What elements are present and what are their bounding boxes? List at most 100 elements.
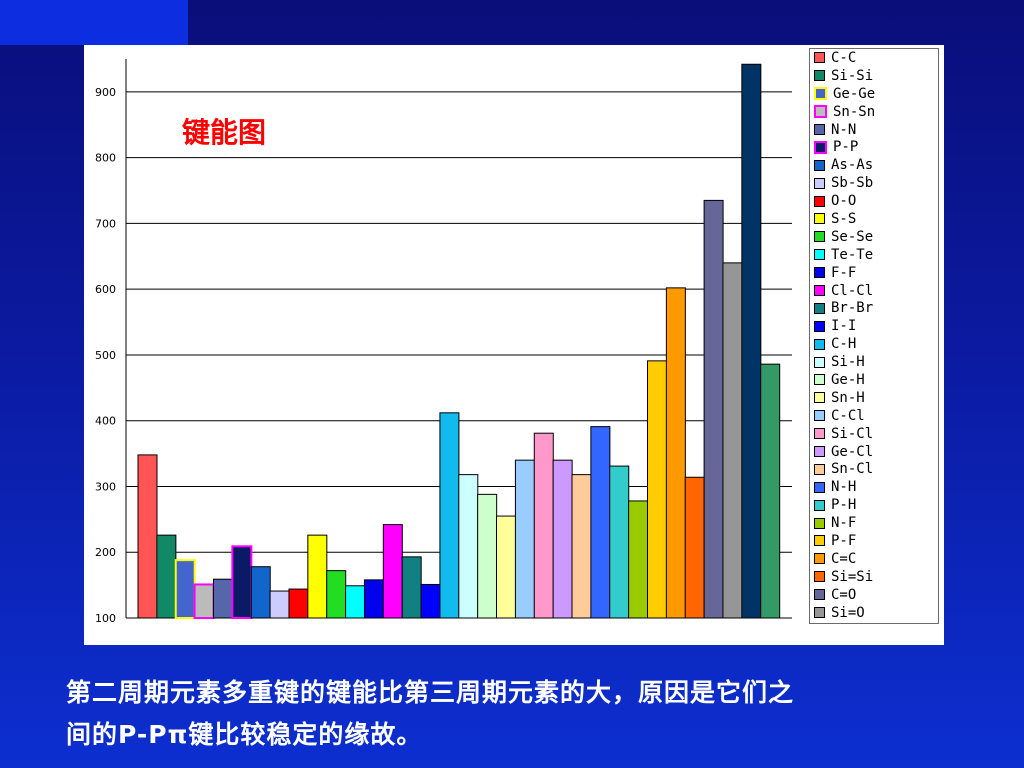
legend-swatch	[814, 553, 825, 565]
y-tick-label: 900	[95, 86, 116, 99]
bond-energy-chart: 100 200 300 400 500 600 700 800 900 键能图 C-C Si-Si…	[84, 45, 944, 645]
legend-item: As-As	[810, 156, 938, 174]
bar-n-h	[590, 426, 611, 619]
legend-label: N-H	[831, 479, 857, 496]
bar-te-te	[345, 585, 366, 619]
bar-p-p	[231, 545, 253, 620]
legend-item: N-H	[810, 478, 938, 496]
legend-item: O-O	[810, 192, 938, 210]
legend-label: Si-H	[831, 354, 865, 371]
legend-label: Si-Cl	[831, 425, 874, 442]
legend-label: Ge-Ge	[833, 85, 876, 102]
legend-swatch	[814, 410, 825, 422]
bar-si-si	[156, 534, 177, 619]
bar-sb-sb	[269, 590, 290, 619]
legend-label: S-S	[831, 210, 857, 227]
legend-swatch	[814, 338, 825, 350]
legend-swatch	[814, 392, 825, 404]
y-tick-label: 700	[95, 217, 116, 230]
legend-item: Si=Si	[810, 568, 938, 586]
legend-item: Ge-Cl	[810, 443, 938, 461]
legend-item: N-F	[810, 514, 938, 532]
bar-cl-cl	[382, 524, 403, 619]
bar-sn-h	[496, 515, 517, 619]
legend-item: C-C	[810, 49, 938, 67]
legend-swatch	[814, 140, 827, 154]
legend-item: F-F	[810, 264, 938, 282]
chart-title: 键能图	[182, 116, 267, 149]
bar-c-c	[665, 287, 686, 619]
legend-swatch	[814, 320, 825, 332]
legend-label: C=C	[831, 550, 857, 567]
bar-f-f	[363, 579, 384, 619]
bar-p-f	[646, 360, 667, 619]
legend-swatch	[814, 124, 825, 135]
bar-ge-h	[477, 493, 498, 619]
legend-item: Si-Cl	[810, 425, 938, 443]
bar-c-o	[703, 199, 724, 619]
legend-label: P-F	[831, 532, 857, 549]
legend-label: Se-Se	[831, 228, 874, 245]
legend-item: Ge-Ge	[810, 85, 938, 103]
legend-item: Br-Br	[810, 299, 938, 317]
legend-swatch	[814, 481, 825, 493]
legend-label: Br-Br	[831, 300, 874, 317]
legend-item: Cl-Cl	[810, 282, 938, 300]
legend-item: C-H	[810, 335, 938, 353]
y-tick-label: 400	[95, 415, 116, 428]
y-tick-label: 600	[95, 283, 116, 296]
legend-item: Sb-Sb	[810, 174, 938, 192]
legend-swatch	[814, 105, 827, 119]
legend-item: Sn-Sn	[810, 103, 938, 121]
legend-swatch	[814, 87, 827, 101]
bar-ge-cl	[552, 459, 573, 619]
y-tick-label: 200	[95, 546, 116, 559]
legend-item: P-H	[810, 496, 938, 514]
legend-label: N-F	[831, 515, 857, 532]
slide-caption: 第二周期元素多重键的键能比第三周期元素的大，原因是它们之 间的P-Pπ键比较稳定…	[66, 672, 1024, 756]
bar-sn-cl	[571, 474, 592, 619]
legend-swatch	[814, 267, 825, 279]
legend-swatch	[814, 446, 825, 458]
legend-swatch	[814, 607, 825, 619]
legend-swatch	[814, 70, 825, 82]
legend-label: Sb-Sb	[831, 175, 874, 192]
bar-i-i	[420, 583, 441, 619]
bar-n-f	[628, 500, 649, 619]
legend-label: F-F	[831, 264, 857, 281]
legend-label: Cl-Cl	[831, 282, 874, 299]
legend-label: C-H	[831, 336, 857, 353]
legend-label: Ge-H	[831, 371, 865, 388]
legend-swatch	[814, 517, 825, 529]
legend-swatch	[814, 249, 825, 261]
legend-item: N-N	[810, 121, 938, 139]
legend-label: C-C	[831, 49, 857, 66]
legend-swatch	[814, 159, 825, 171]
legend-label: Sn-Cl	[831, 461, 874, 478]
legend-item: Te-Te	[810, 246, 938, 264]
legend-item: Si-H	[810, 353, 938, 371]
corner-accent	[0, 0, 188, 45]
legend-label: P-H	[831, 497, 857, 514]
bar-c-h	[439, 412, 460, 619]
legend-item: C-Cl	[810, 407, 938, 425]
legend-label: C=O	[831, 586, 857, 603]
bar-unlabeled-33	[760, 363, 781, 619]
legend-swatch	[814, 285, 825, 297]
legend-item: Si=O	[810, 604, 938, 622]
legend-swatch	[814, 374, 825, 386]
legend-label: I-I	[831, 318, 857, 335]
legend-swatch	[814, 535, 825, 547]
bar-as-as	[250, 566, 271, 619]
bar-c-c	[137, 454, 158, 619]
caption-line-1: 第二周期元素多重键的键能比第三周期元素的大，原因是它们之	[66, 678, 795, 707]
bar-br-br	[401, 556, 422, 619]
legend-label: Te-Te	[831, 246, 874, 263]
bar-se-se	[326, 570, 347, 619]
legend-label: P-P	[833, 139, 859, 156]
legend-swatch	[814, 302, 825, 314]
y-tick-label: 100	[95, 612, 116, 625]
caption-line-2: 间的P-Pπ键比较稳定的缘故。	[66, 720, 423, 749]
legend-label: Si=Si	[831, 568, 874, 585]
legend-swatch	[814, 195, 825, 207]
